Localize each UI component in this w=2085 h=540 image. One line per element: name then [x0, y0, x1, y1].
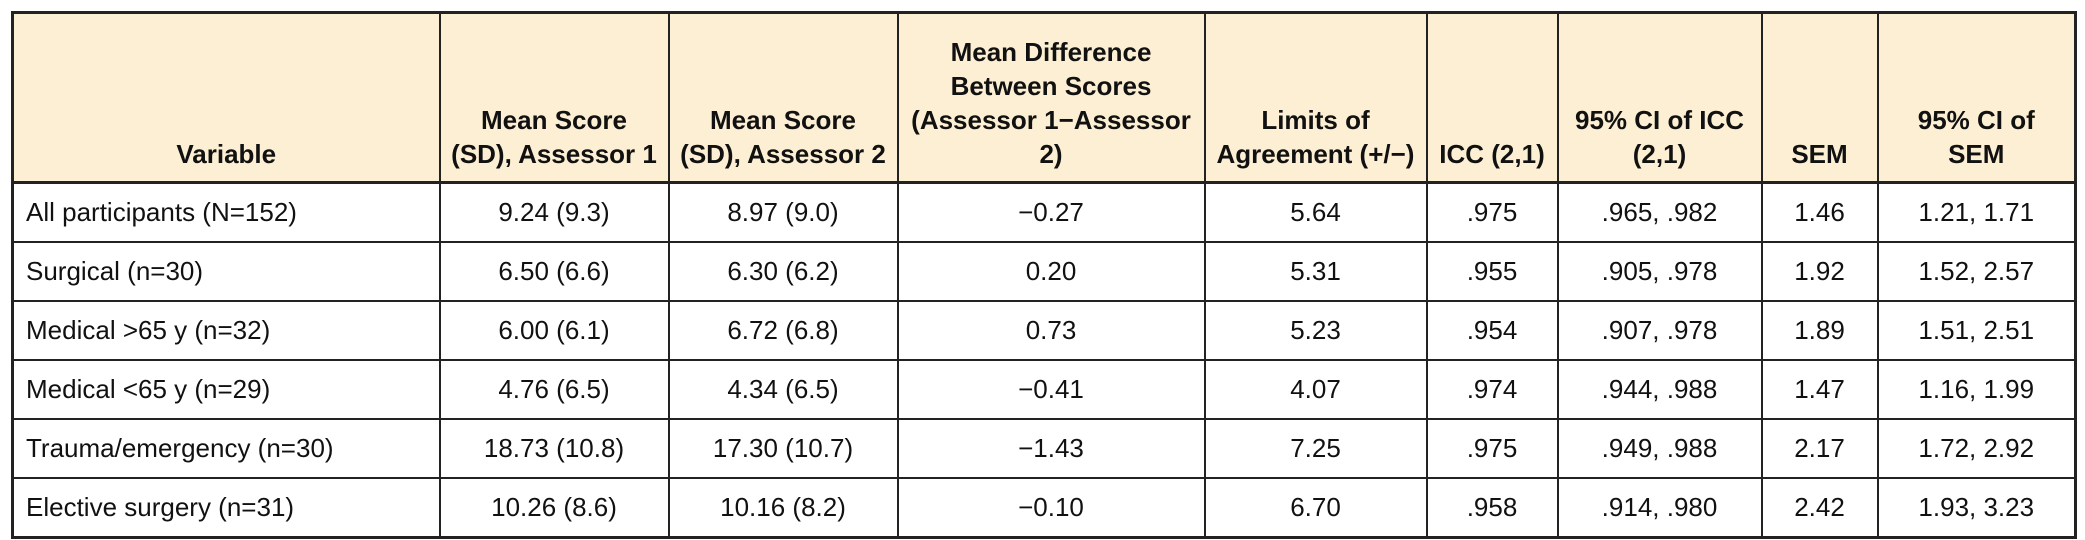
- table-cell: 1.21, 1.71: [1876, 181, 2077, 243]
- table-cell: 5.64: [1203, 181, 1428, 243]
- row-label: All participants (N=152): [11, 181, 441, 243]
- table-cell: 1.72, 2.92: [1876, 418, 2077, 479]
- table-cell: 5.23: [1203, 300, 1428, 361]
- table-row: Elective surgery (n=31) 10.26 (8.6) 10.16 …: [11, 477, 2077, 539]
- table-container: Variable Mean Score (SD), Assessor 1 Mean …: [11, 11, 2077, 539]
- table-cell: 10.26 (8.6): [438, 477, 670, 539]
- table-cell: −1.43: [896, 418, 1206, 479]
- table-row: Medical <65 y (n=29) 4.76 (6.5) 4.34 (6.5)…: [11, 359, 2077, 420]
- column-header: 95% CI of ICC (2,1): [1556, 12, 1763, 184]
- column-header: SEM: [1760, 12, 1879, 184]
- column-header: Mean Difference Between Scores (Assessor…: [896, 12, 1206, 184]
- table-cell: 1.46: [1760, 181, 1879, 243]
- column-header: Variable: [11, 12, 441, 184]
- table-cell: .955: [1425, 241, 1559, 302]
- table-cell: 2.42: [1760, 477, 1879, 539]
- table-cell: 1.52, 2.57: [1876, 241, 2077, 302]
- row-label: Elective surgery (n=31): [11, 477, 441, 539]
- column-header: Limits of Agreement (+/−): [1203, 12, 1428, 184]
- table-cell: 1.47: [1760, 359, 1879, 420]
- table-cell: −0.41: [896, 359, 1206, 420]
- column-header: Mean Score (SD), Assessor 1: [438, 12, 670, 184]
- table-cell: .974: [1425, 359, 1559, 420]
- table-cell: 0.20: [896, 241, 1206, 302]
- table-cell: 6.30 (6.2): [667, 241, 899, 302]
- table-cell: 4.34 (6.5): [667, 359, 899, 420]
- table-cell: .914, .980: [1556, 477, 1763, 539]
- table-cell: 6.70: [1203, 477, 1428, 539]
- table-cell: 4.07: [1203, 359, 1428, 420]
- table-cell: 4.76 (6.5): [438, 359, 670, 420]
- table-cell: 18.73 (10.8): [438, 418, 670, 479]
- column-header: ICC (2,1): [1425, 12, 1559, 184]
- table-cell: 1.16, 1.99: [1876, 359, 2077, 420]
- column-header: Mean Score (SD), Assessor 2: [667, 12, 899, 184]
- table-row: Medical >65 y (n=32) 6.00 (6.1) 6.72 (6.8)…: [11, 300, 2077, 361]
- column-header: 95% CI of SEM: [1876, 12, 2077, 184]
- table-cell: −0.27: [896, 181, 1206, 243]
- table-cell: 6.50 (6.6): [438, 241, 670, 302]
- data-table: Variable Mean Score (SD), Assessor 1 Mean …: [11, 11, 2077, 539]
- table-cell: 8.97 (9.0): [667, 181, 899, 243]
- table-cell: 1.89: [1760, 300, 1879, 361]
- table-cell: .975: [1425, 418, 1559, 479]
- table-row: Trauma/emergency (n=30) 18.73 (10.8) 17.30…: [11, 418, 2077, 479]
- table-cell: .949, .988: [1556, 418, 1763, 479]
- table-cell: 17.30 (10.7): [667, 418, 899, 479]
- table-cell: .975: [1425, 181, 1559, 243]
- table-cell: 6.72 (6.8): [667, 300, 899, 361]
- table-cell: 10.16 (8.2): [667, 477, 899, 539]
- header-row: Variable Mean Score (SD), Assessor 1 Mean …: [11, 12, 2077, 184]
- table-row: All participants (N=152) 9.24 (9.3) 8.97 (…: [11, 181, 2077, 243]
- row-label: Trauma/emergency (n=30): [11, 418, 441, 479]
- table-cell: 9.24 (9.3): [438, 181, 670, 243]
- table-cell: 5.31: [1203, 241, 1428, 302]
- table-row: Surgical (n=30) 6.50 (6.6) 6.30 (6.2) 0.20 5…: [11, 241, 2077, 302]
- table-cell: .905, .978: [1556, 241, 1763, 302]
- table-cell: 0.73: [896, 300, 1206, 361]
- table-cell: −0.10: [896, 477, 1206, 539]
- table-cell: 1.93, 3.23: [1876, 477, 2077, 539]
- table-cell: 7.25: [1203, 418, 1428, 479]
- row-label: Surgical (n=30): [11, 241, 441, 302]
- table-cell: 1.92: [1760, 241, 1879, 302]
- table-body: All participants (N=152) 9.24 (9.3) 8.97 (…: [11, 181, 2077, 539]
- table-cell: .907, .978: [1556, 300, 1763, 361]
- table-cell: .958: [1425, 477, 1559, 539]
- table-cell: 2.17: [1760, 418, 1879, 479]
- table-cell: .954: [1425, 300, 1559, 361]
- table-cell: 1.51, 2.51: [1876, 300, 2077, 361]
- table-cell: .965, .982: [1556, 181, 1763, 243]
- row-label: Medical <65 y (n=29): [11, 359, 441, 420]
- table-cell: .944, .988: [1556, 359, 1763, 420]
- table-cell: 6.00 (6.1): [438, 300, 670, 361]
- row-label: Medical >65 y (n=32): [11, 300, 441, 361]
